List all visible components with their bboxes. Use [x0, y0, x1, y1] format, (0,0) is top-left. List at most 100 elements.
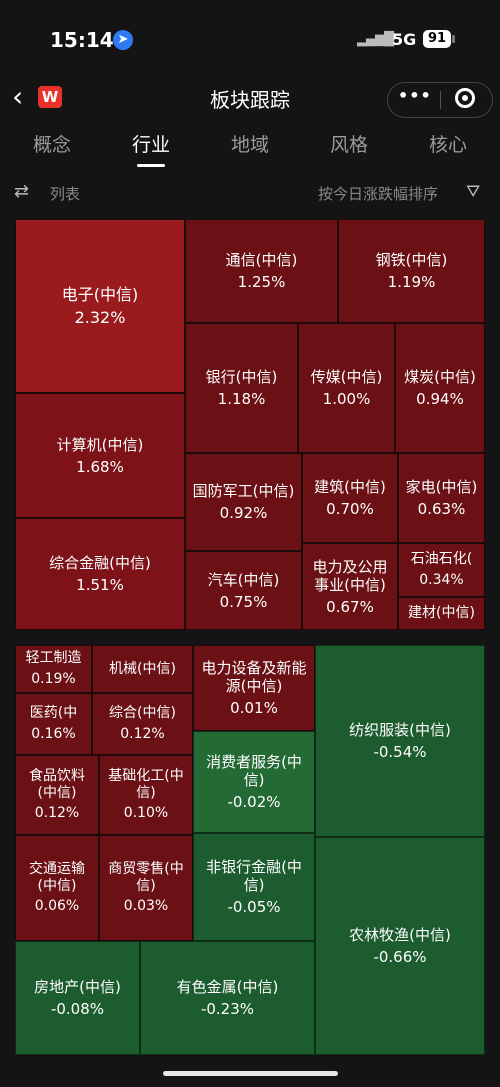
sector-name: 银行(中信) [205, 368, 278, 386]
back-icon[interactable]: ‹ [12, 80, 24, 113]
sector-change: 1.51% [76, 576, 124, 594]
filter-bar: ⇄ 列表 按今日涨跌幅排序 ⛛ [0, 178, 500, 208]
sector-name: 计算机(中信) [56, 435, 144, 454]
sector-name: 非银行金融(中信) [206, 858, 302, 894]
sector-tile[interactable]: 商贸零售(中信) 0.03% [99, 835, 193, 941]
sector-change: 0.12% [34, 805, 80, 822]
tab-style[interactable]: 风格 [329, 134, 368, 156]
tab-core[interactable]: 核心 [428, 134, 467, 156]
sector-name: 钢铁(中信) [375, 251, 448, 269]
sector-name: 消费者服务(中信) [206, 753, 302, 789]
sector-tile[interactable]: 家电(中信) 0.63% [398, 453, 485, 543]
sector-tile[interactable]: 房地产(中信) -0.08% [15, 941, 140, 1055]
battery-icon: 91 [423, 30, 451, 48]
sector-name: 商贸零售(中信) [108, 860, 184, 894]
sector-name: 农林牧渔(中信) [349, 926, 451, 944]
sector-change: 0.19% [31, 671, 76, 687]
sector-name: 综合金融(中信) [49, 554, 151, 572]
sector-tile[interactable]: 石油石化( 0.34% [398, 543, 485, 597]
sector-name: 电力及公用事业(中信) [312, 557, 388, 594]
sector-tile[interactable]: 非银行金融(中信) -0.05% [193, 833, 315, 941]
sector-name: 纺织服装(中信) [349, 721, 451, 739]
capsule-divider [440, 91, 441, 109]
sector-change: 0.94% [416, 390, 464, 408]
sector-tile[interactable]: 综合金融(中信) 1.51% [15, 518, 185, 630]
sector-name: 通信(中信) [225, 251, 298, 269]
sector-tile[interactable]: 纺织服装(中信) -0.54% [315, 645, 485, 837]
sector-name: 基础化工(中信) [108, 767, 184, 801]
sector-change: 1.68% [76, 457, 124, 476]
sector-change: 0.63% [417, 500, 466, 518]
close-circle-icon[interactable] [455, 88, 475, 108]
sector-tile[interactable]: 电力及公用事业(中信) 0.67% [302, 543, 398, 630]
sector-name: 医药(中 [29, 705, 78, 722]
sector-name: 建筑(中信) [314, 478, 386, 496]
sector-tile[interactable]: 轻工制造 0.19% [15, 645, 92, 693]
sector-tile[interactable]: 基础化工(中信) 0.10% [99, 755, 193, 835]
sector-tile[interactable]: 建材(中信) [398, 597, 485, 630]
sector-tile[interactable]: 传媒(中信) 1.00% [298, 323, 395, 453]
sector-tile[interactable]: 机械(中信) [92, 645, 193, 693]
sector-tile[interactable]: 综合(中信) 0.12% [92, 693, 193, 755]
status-bar: 15:14 ➤ ▂▄▆█ 5G 91 [0, 0, 500, 80]
sector-tile[interactable]: 食品饮料(中信) 0.12% [15, 755, 99, 835]
sector-change: 0.92% [219, 504, 268, 522]
sector-name: 食品饮料(中信) [29, 767, 85, 801]
tab-region[interactable]: 地域 [230, 134, 269, 156]
swap-icon[interactable]: ⇄ [14, 181, 30, 202]
sector-change: 0.70% [326, 500, 374, 518]
tab-industry[interactable]: 行业 [131, 134, 170, 156]
sector-name: 建材(中信) [408, 605, 475, 622]
sector-tile[interactable]: 消费者服务(中信) -0.02% [193, 731, 315, 833]
sector-change: 1.18% [217, 390, 266, 408]
sector-tile[interactable]: 通信(中信) 1.25% [185, 219, 338, 323]
sector-tile[interactable]: 钢铁(中信) 1.19% [338, 219, 485, 323]
sector-change: -0.08% [50, 1000, 105, 1018]
sector-name: 石油石化( [410, 551, 473, 568]
location-arrow-icon: ➤ [113, 30, 133, 50]
sector-tile[interactable]: 交通运输(中信) 0.06% [15, 835, 99, 941]
sector-name: 交通运输(中信) [29, 860, 85, 894]
more-icon[interactable]: ••• [398, 86, 432, 105]
sector-change: -0.66% [373, 948, 427, 966]
network-label: 5G [392, 30, 417, 49]
sector-tile[interactable]: 电力设备及新能源(中信) 0.01% [193, 645, 315, 731]
sector-change: 0.67% [326, 597, 374, 616]
sector-name: 轻工制造 [25, 650, 82, 667]
sector-tile[interactable]: 建筑(中信) 0.70% [302, 453, 398, 543]
sector-change: 1.19% [387, 273, 436, 291]
filter-icon[interactable]: ⛛ [466, 182, 481, 202]
sector-tile[interactable]: 有色金属(中信) -0.23% [140, 941, 315, 1055]
sort-label[interactable]: 按今日涨跌幅排序 [318, 185, 439, 203]
sector-change: 1.00% [322, 390, 371, 408]
sector-tile[interactable]: 汽车(中信) 0.75% [185, 551, 302, 630]
sector-tile[interactable]: 计算机(中信) 1.68% [15, 393, 185, 518]
sector-name: 房地产(中信) [34, 978, 121, 996]
tab-concept[interactable]: 概念 [32, 134, 71, 156]
sector-name: 有色金属(中信) [176, 978, 279, 996]
sector-tile[interactable]: 国防军工(中信) 0.92% [185, 453, 302, 551]
sector-tile[interactable]: 医药(中 0.16% [15, 693, 92, 755]
sector-change: 0.75% [219, 592, 268, 611]
status-time: 15:14 [50, 28, 114, 52]
sector-tile[interactable]: 电子(中信) 2.32% [15, 219, 185, 393]
sector-name: 汽车(中信) [207, 570, 280, 589]
sector-change: 0.03% [123, 898, 169, 915]
active-tab-indicator [137, 164, 165, 167]
sector-change: -0.54% [373, 743, 427, 761]
sector-change: 0.12% [120, 726, 165, 742]
sector-change: -0.05% [227, 898, 281, 916]
sector-tile[interactable]: 农林牧渔(中信) -0.66% [315, 837, 485, 1055]
sector-tile[interactable]: 煤炭(中信) 0.94% [395, 323, 485, 453]
mini-program-capsule: ••• [387, 82, 493, 118]
sector-name: 家电(中信) [405, 478, 478, 496]
sector-change: 0.01% [230, 699, 278, 717]
sector-change: 2.32% [74, 308, 126, 327]
signal-icon: ▂▄▆█ [357, 32, 394, 47]
nav-bar: ‹ W 板块跟踪 ••• [0, 78, 500, 118]
sector-tile[interactable]: 银行(中信) 1.18% [185, 323, 298, 453]
home-indicator [163, 1071, 338, 1076]
sector-change: 0.10% [123, 805, 169, 822]
list-toggle[interactable]: 列表 [50, 185, 81, 203]
category-tabs: 概念 行业 地域 风格 核心 [0, 130, 500, 167]
